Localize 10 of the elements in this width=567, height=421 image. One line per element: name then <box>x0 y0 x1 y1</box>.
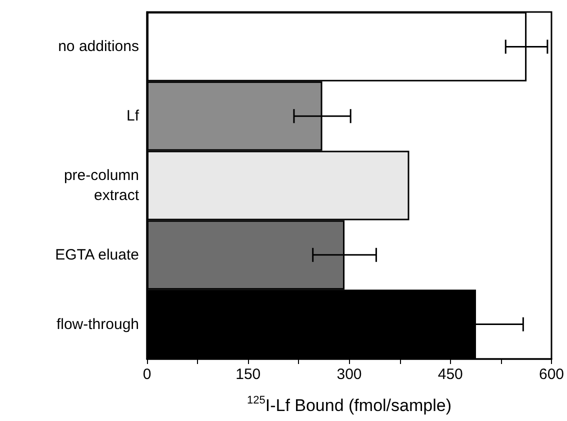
y-tick-label: Lf <box>126 108 140 125</box>
x-tick-label: 450 <box>438 366 463 383</box>
x-tick-label: 300 <box>336 366 362 383</box>
y-tick-label: pre-column extract <box>64 167 140 204</box>
y-tick-label: flow-through <box>56 316 139 333</box>
x-tick-label: 600 <box>538 366 564 383</box>
x-tick-label: 150 <box>236 366 261 383</box>
y-tick-label: EGTA eluate <box>55 246 139 264</box>
x-tick-label: 0 <box>142 366 152 383</box>
y-tick-label: no additions <box>58 38 139 56</box>
